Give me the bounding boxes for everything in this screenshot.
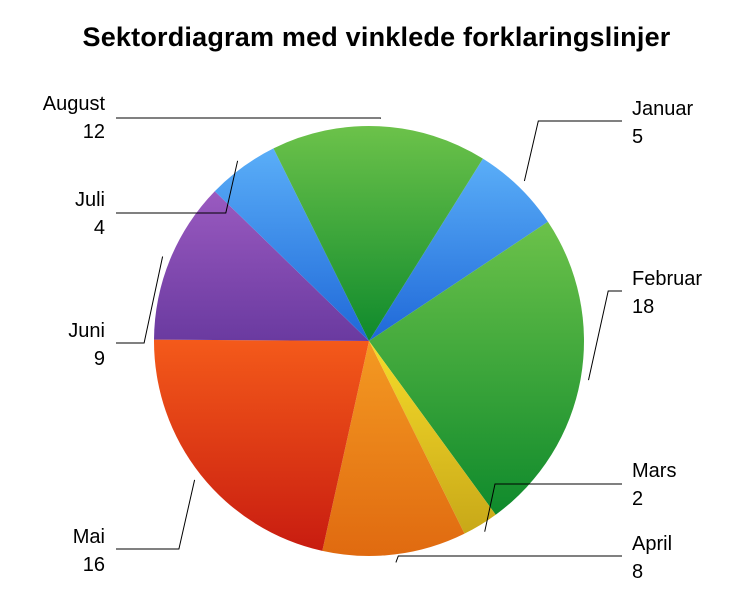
- slice-value-april: 8: [632, 561, 643, 583]
- slice-value-mai: 16: [83, 554, 105, 576]
- slice-value-juli: 4: [94, 217, 105, 239]
- pie-slice-mars: [369, 341, 496, 534]
- pie-slice-juni: [154, 191, 369, 341]
- slice-label-august: August: [43, 93, 106, 115]
- slice-value-februar: 18: [632, 296, 654, 318]
- slice-label-mars: Mars: [632, 460, 676, 482]
- pie-slice-mai: [153, 339, 369, 551]
- pie-slice-august: [273, 126, 483, 341]
- slice-value-august: 12: [83, 121, 105, 143]
- pie-slice-juli: [214, 148, 369, 341]
- slice-label-februar: Februar: [632, 268, 702, 290]
- leader-line-april: [395, 555, 622, 563]
- leader-line-mars: [484, 483, 622, 532]
- pie-slice-april: [322, 341, 465, 556]
- chart-title: Sektordiagram med vinklede forklaringsli…: [82, 22, 671, 52]
- slice-label-januar: Januar: [632, 98, 693, 120]
- leader-line-januar: [523, 120, 622, 182]
- pie-slice-februar: [369, 221, 585, 515]
- leader-line-februar: [588, 290, 622, 381]
- slice-label-juli: Juli: [75, 189, 105, 211]
- leader-line-juni: [116, 256, 164, 344]
- leader-line-mai: [116, 479, 196, 550]
- slice-label-april: April: [632, 533, 672, 555]
- slice-value-mars: 2: [632, 488, 643, 510]
- slice-value-januar: 5: [632, 126, 643, 148]
- pie-slice-januar: [369, 158, 548, 341]
- slice-value-juni: 9: [94, 348, 105, 370]
- leader-line-juli: [116, 160, 239, 214]
- slice-label-juni: Juni: [68, 320, 105, 342]
- slice-label-mai: Mai: [73, 526, 105, 548]
